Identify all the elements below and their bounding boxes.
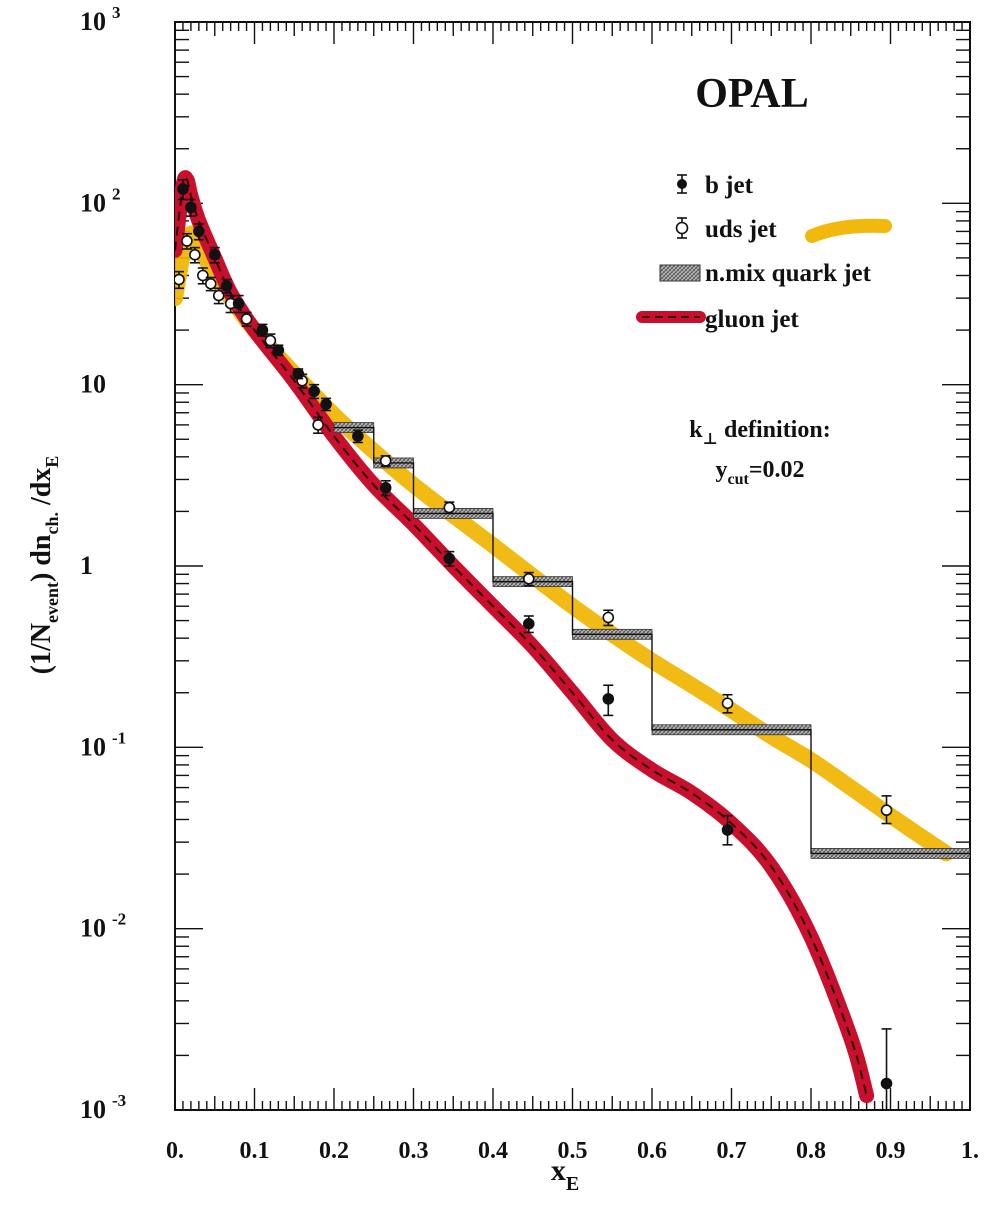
b-jet-point	[272, 344, 285, 356]
uds-jet-point	[379, 455, 392, 467]
x-tick-label: 0.1	[240, 1138, 270, 1164]
b-jet-point	[177, 183, 189, 195]
data-points	[175, 178, 893, 1110]
b-jet-point	[292, 367, 305, 380]
y-tick-label: 10 -1	[80, 728, 126, 761]
uds-jet-point	[880, 804, 893, 817]
annotation-line1: k⊥ definition:	[689, 417, 830, 448]
x-tick-labels: 0. 0.1 0.2 0.3 0.4 0.5 0.6 0.7 0.8 0.9 1.	[166, 1138, 979, 1164]
legend-b-jet-label: b jet	[705, 172, 754, 199]
annotation: k⊥ definition: ycut=0.02	[689, 417, 830, 488]
plot-frame	[174, 21, 971, 1111]
b-jet-point	[185, 201, 197, 214]
uds-jet-point	[181, 235, 193, 247]
uds-jet-point	[189, 249, 201, 261]
y-tick-label: 10 2	[80, 184, 121, 217]
legend-b-jet-marker	[677, 179, 687, 189]
x-tick-label: 0.9	[876, 1138, 906, 1164]
y-tick-label: 10	[80, 370, 106, 399]
b-jet-point	[721, 824, 734, 836]
legend-nmix-swatch	[659, 264, 701, 282]
legend-item-gluon-jet: gluon jet	[636, 306, 799, 333]
uds-jet-point	[602, 611, 615, 624]
uds-jet-point	[522, 572, 535, 585]
uds-jet-point	[312, 419, 324, 431]
x-tick-label: 0.7	[717, 1138, 747, 1164]
axis-ticks	[174, 22, 971, 1111]
uds-jet-point	[721, 697, 734, 710]
annotation-line2: ycut=0.02	[715, 457, 804, 488]
legend-uds-jet-marker	[675, 221, 689, 235]
x-tick-label: 0.6	[637, 1138, 667, 1164]
y-tick-label: 1	[80, 551, 93, 580]
x-tick-label: 0.5	[558, 1138, 588, 1164]
legend-uds-band	[805, 218, 892, 243]
b-jet-point	[522, 618, 535, 630]
uds-jet-point	[212, 289, 225, 302]
uds-jet-point	[264, 334, 277, 347]
chart-title: OPAL	[695, 71, 809, 117]
b-jet-point	[320, 398, 332, 411]
uds-jet-point	[175, 273, 185, 286]
b-jet-point	[256, 324, 269, 336]
b-jet-point	[220, 280, 233, 292]
uds-jet-point	[443, 501, 456, 514]
gluon-jet-line	[175, 176, 868, 1096]
x-axis-label: xE	[551, 1154, 579, 1195]
b-jet-point	[208, 249, 221, 261]
x-tick-label: 0.2	[319, 1138, 349, 1164]
legend-uds-jet-label: uds jet	[705, 216, 777, 243]
b-jet-point	[602, 693, 615, 705]
uds-jet-point	[204, 277, 217, 290]
y-axis-label: (1/Nevent) dnch. /dxE	[26, 456, 62, 675]
x-tick-label: 1.	[961, 1138, 979, 1164]
y-tick-label: 10 -2	[80, 910, 126, 943]
legend-gluon-label: gluon jet	[705, 306, 799, 333]
y-tick-label: 10 3	[80, 3, 121, 36]
legend-item-nmix: n.mix quark jet	[659, 260, 872, 287]
legend-item-uds-jet: uds jet	[675, 216, 892, 243]
b-jet-point	[193, 225, 205, 238]
uds-jet-band	[175, 225, 955, 862]
b-jet-point	[379, 481, 392, 494]
legend: b jet uds jet n.mix quark jet gluon jet	[636, 172, 892, 333]
y-tick-label: 10 -3	[80, 1091, 126, 1124]
b-jet-point	[308, 385, 320, 398]
x-tick-label: 0.	[166, 1138, 184, 1164]
curve-bands	[175, 170, 955, 1104]
b-jet-point	[232, 297, 245, 310]
uds-jet-point	[240, 313, 253, 325]
legend-nmix-label: n.mix quark jet	[705, 260, 872, 287]
x-tick-label: 0.8	[796, 1138, 826, 1164]
x-tick-label: 0.3	[399, 1138, 429, 1164]
legend-item-b-jet: b jet	[677, 172, 754, 199]
x-tick-label: 0.4	[478, 1138, 508, 1164]
b-jet-point	[880, 1077, 893, 1090]
b-jet-point	[443, 552, 456, 565]
uds-jet-point	[197, 269, 209, 282]
b-jet-point	[352, 430, 364, 442]
